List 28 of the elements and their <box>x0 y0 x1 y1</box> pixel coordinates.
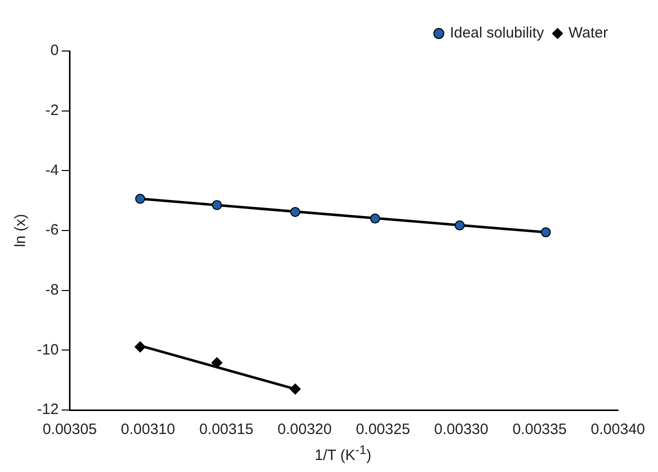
x-axis-title: 1/T (K$^{-1}$) <box>314 443 372 464</box>
point <box>211 357 222 368</box>
x-tick-label: 0.00315 <box>199 421 254 438</box>
y-tick-label: -2 <box>45 102 59 119</box>
point <box>212 200 222 210</box>
y-tick-label: -4 <box>45 162 59 179</box>
y-tick-label: -8 <box>45 281 59 298</box>
point <box>540 227 551 238</box>
x-tick-label: 0.00335 <box>512 421 567 438</box>
point <box>370 214 380 224</box>
x-tick-label: 0.00310 <box>120 421 176 438</box>
point <box>134 341 146 352</box>
x-tick-label: 0.00320 <box>278 421 332 438</box>
point <box>454 220 465 230</box>
y-tick-label: -10 <box>36 341 59 358</box>
y-tick-label: -6 <box>45 222 59 239</box>
point <box>290 384 301 395</box>
y-tick-label: -12 <box>36 401 59 418</box>
y-tick-label: 0 <box>50 42 59 60</box>
y-axis-title: ln (x) <box>12 214 30 248</box>
x-tick-label: 0.00340 <box>590 421 646 438</box>
x-tick-label: 0.00330 <box>434 421 488 438</box>
x-tick-label: 0.00325 <box>356 421 410 438</box>
x-tick-label: 0.00305 <box>42 421 97 438</box>
point <box>290 206 300 217</box>
legend-label: Ideal solubility <box>450 24 545 42</box>
point <box>135 194 146 204</box>
legend-label: Water <box>568 24 608 42</box>
